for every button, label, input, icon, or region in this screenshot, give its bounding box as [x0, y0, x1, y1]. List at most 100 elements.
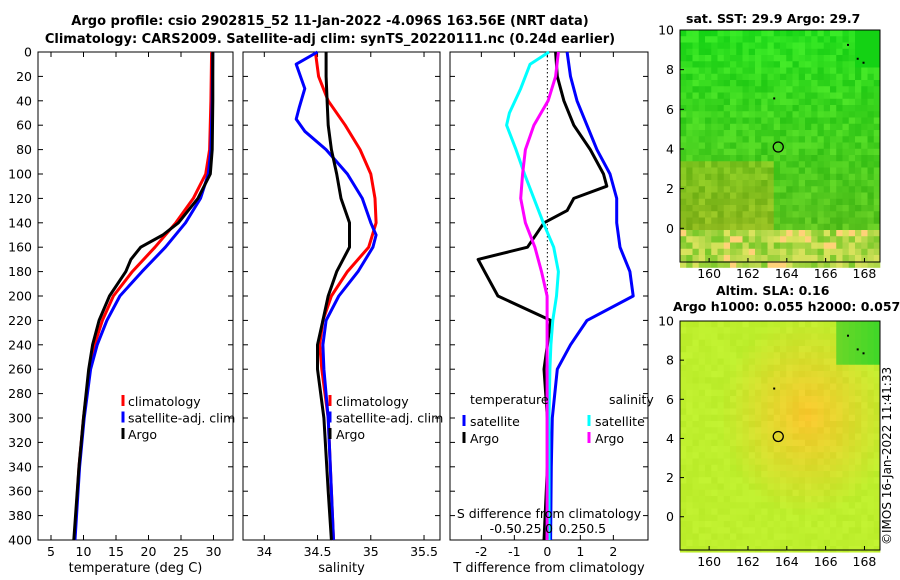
- heatmap-cell: [848, 489, 856, 497]
- heatmap-cell: [755, 471, 762, 478]
- heatmap-cell: [786, 383, 793, 391]
- heatmap-cell: [705, 389, 712, 397]
- heatmap-cell: [811, 111, 818, 118]
- heatmap-cell: [823, 371, 831, 378]
- heatmap-cell: [855, 521, 862, 528]
- heatmap-cell: [755, 173, 762, 181]
- heatmap-cell: [861, 521, 868, 528]
- heatmap-cell: [786, 255, 793, 262]
- heatmap-cell: [736, 402, 743, 409]
- heatmap-cell: [742, 223, 750, 231]
- heatmap-cell: [848, 148, 856, 156]
- heatmap-cell: [773, 248, 781, 256]
- heatmap-cell: [786, 192, 793, 200]
- heatmap-cell: [680, 148, 687, 156]
- heatmap-cell: [717, 421, 725, 428]
- heatmap-cell: [786, 433, 793, 441]
- heatmap-cell: [811, 148, 818, 156]
- heatmap-cell: [823, 73, 831, 81]
- heatmap-cell: [761, 211, 768, 218]
- heatmap-cell: [730, 402, 737, 409]
- heatmap-cell: [755, 546, 762, 553]
- heatmap-cell: [873, 98, 881, 106]
- heatmap-cell: [836, 211, 843, 218]
- heatmap-cell: [698, 123, 706, 131]
- heatmap-cell: [767, 352, 775, 359]
- 2-xtick-label: 1: [576, 544, 584, 559]
- heatmap-cell: [830, 180, 837, 187]
- heatmap-cell: [817, 48, 825, 56]
- heatmap-cell: [767, 521, 775, 528]
- heatmap-cell: [780, 427, 787, 434]
- heatmap-cell: [867, 446, 875, 453]
- heatmap-cell: [798, 73, 806, 81]
- heatmap-cell: [798, 67, 806, 75]
- heatmap-cell: [786, 111, 793, 118]
- heatmap-cell: [780, 73, 787, 81]
- heatmap-cell: [861, 339, 868, 347]
- heatmap-cell: [798, 496, 806, 503]
- heatmap-cell: [805, 471, 812, 478]
- heatmap-cell: [823, 483, 831, 491]
- temperature-xlabel: temperature (deg C): [69, 561, 203, 576]
- heatmap-cell: [855, 167, 862, 175]
- heatmap-cell: [798, 30, 806, 37]
- heatmap-cell: [855, 471, 862, 478]
- heatmap-cell: [817, 36, 825, 43]
- heatmap-cell: [798, 217, 806, 225]
- heatmap-cell: [711, 352, 718, 359]
- heatmap-cell: [842, 80, 850, 87]
- heatmap-cell: [692, 48, 700, 56]
- heatmap-cell: [811, 464, 818, 472]
- heatmap-cell: [686, 414, 693, 422]
- heatmap-cell: [723, 198, 731, 206]
- heatmap-cell: [836, 223, 843, 231]
- heatmap-cell: [873, 402, 881, 409]
- heatmap-cell: [823, 236, 831, 243]
- heatmap-cell: [767, 173, 775, 181]
- heatmap-cell: [698, 489, 706, 497]
- heatmap-cell: [798, 130, 806, 137]
- heatmap-cell: [786, 123, 793, 131]
- heatmap-cell: [698, 148, 706, 156]
- heatmap-cell: [717, 236, 725, 243]
- heatmap-cell: [861, 36, 868, 43]
- heatmap-cell: [698, 383, 706, 391]
- heatmap-cell: [736, 73, 743, 81]
- heatmap-cell: [730, 67, 737, 75]
- heatmap-cell: [755, 167, 762, 175]
- heatmap-cell: [711, 242, 718, 250]
- heatmap-cell: [705, 111, 712, 118]
- heatmap-cell: [717, 471, 725, 478]
- heatmap-cell: [848, 155, 856, 162]
- 1-xtick-label: 35.5: [410, 544, 438, 559]
- heatmap-cell: [686, 36, 693, 43]
- heatmap-cell: [742, 496, 750, 503]
- heatmap-cell: [773, 321, 781, 328]
- heatmap-cell: [711, 61, 718, 68]
- heatmap-cell: [711, 427, 718, 434]
- heatmap-cell: [805, 230, 812, 237]
- heatmap-cell: [805, 205, 812, 212]
- heatmap-cell: [742, 489, 750, 497]
- heatmap-cell: [736, 489, 743, 497]
- heatmap-cell: [730, 446, 737, 453]
- heatmap-cell: [730, 533, 737, 541]
- heatmap-cell: [848, 321, 856, 328]
- heatmap-cell: [855, 496, 862, 503]
- heatmap-cell: [755, 464, 762, 472]
- heatmap-cell: [842, 111, 850, 118]
- temperature-argo-line: [72, 52, 215, 541]
- heatmap-cell: [836, 205, 843, 212]
- heatmap-cell: [773, 502, 781, 509]
- heatmap-cell: [773, 223, 781, 231]
- heatmap-cell: [773, 477, 781, 484]
- heatmap-cell: [817, 98, 825, 106]
- map-xtick-label: 162: [736, 266, 760, 281]
- heatmap-cell: [836, 383, 843, 391]
- heatmap-cell: [742, 502, 750, 509]
- heatmap-cell: [867, 483, 875, 491]
- heatmap-cell: [817, 230, 825, 237]
- heatmap-cell: [705, 105, 712, 112]
- heatmap-cell: [798, 514, 806, 522]
